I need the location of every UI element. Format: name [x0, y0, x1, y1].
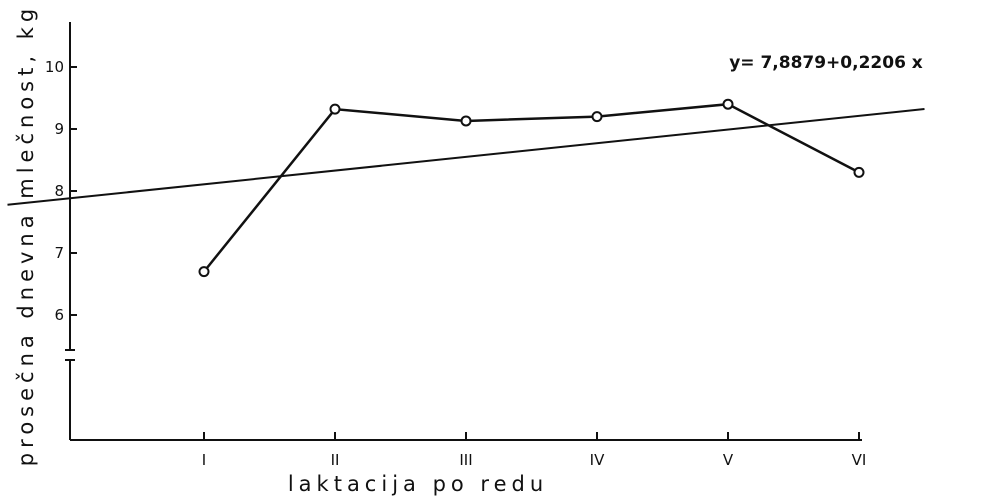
y-tick-label: 9 [54, 120, 64, 138]
x-tick-label: V [723, 451, 734, 469]
trendline-group [7, 108, 925, 206]
y-tick-label: 6 [54, 306, 64, 324]
axes [65, 22, 862, 441]
x-tick-label: I [202, 451, 206, 469]
y-axis-title: prosečna dnevna mlečnost, kg [14, 4, 38, 466]
y-tick-label: 10 [45, 58, 64, 76]
data-point [198, 266, 210, 278]
y-tick-label: 8 [54, 182, 64, 200]
data-point [591, 111, 603, 123]
y-tick-label: 7 [54, 244, 64, 262]
x-tick-label: VI [852, 451, 867, 469]
data-point [329, 103, 341, 115]
series-line [203, 102, 860, 273]
trendline [7, 108, 925, 206]
data-point [460, 115, 472, 127]
x-tick-label: IV [590, 451, 605, 469]
x-tick-label: III [459, 451, 472, 469]
x-tick-label: II [331, 451, 340, 469]
trendline-equation: y= 7,8879+0,2206 x [729, 53, 923, 73]
series-group [198, 98, 865, 278]
x-axis-title: laktacija po redu [288, 472, 548, 496]
data-point [722, 98, 734, 110]
data-point [853, 166, 865, 178]
